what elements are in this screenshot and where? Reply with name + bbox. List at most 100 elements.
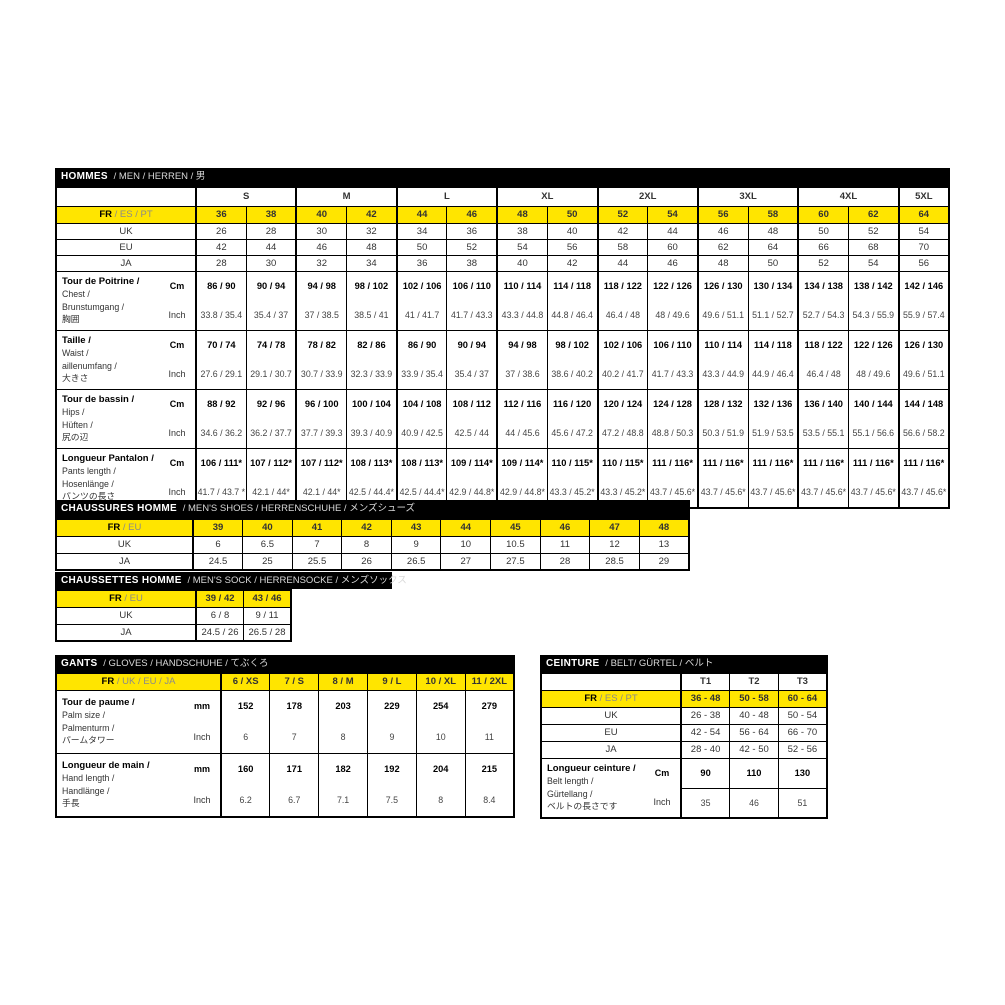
size-value: 25 bbox=[242, 552, 293, 571]
size-value: 52 bbox=[446, 238, 498, 256]
value-top: 140 / 144 bbox=[853, 398, 893, 409]
table-row: UK 26 28 30 32 34 36 38 40 42 44 46 48 50 52 54 bbox=[55, 222, 950, 240]
value-bottom: 51.1 / 52.7 bbox=[752, 309, 794, 320]
value-top: 90 / 94 bbox=[457, 339, 486, 350]
unit-bottom-label: Inch bbox=[193, 732, 211, 742]
size-value: 36 bbox=[446, 222, 498, 240]
table-row: UK 6 6.5 7 8 9 10 10.5 11 12 13 bbox=[55, 535, 690, 554]
value-bottom: 6 bbox=[243, 731, 249, 742]
label-line: Tour de bassin / bbox=[62, 393, 135, 405]
value-top: 102 / 106 bbox=[402, 280, 442, 291]
value-bottom: 43.7 / 45.6* bbox=[850, 486, 896, 497]
label-line: Palm size / bbox=[62, 710, 106, 720]
measure-value: 229 9 bbox=[366, 689, 417, 754]
shoes-table-title: CHAUSSURES HOMME bbox=[61, 503, 177, 514]
value-bottom: 9 bbox=[389, 731, 395, 742]
size-value: 62 bbox=[696, 238, 749, 256]
size-value: 64 bbox=[747, 238, 799, 256]
value-bottom: 52.7 / 54.3 bbox=[802, 309, 845, 320]
gloves-table-title-bar: GANTS / GLOVES / HANDSCHUHE / てぶくろ bbox=[55, 655, 515, 672]
measure-label-lines: Longueur Pantalon / Pants length / Hosenlä… bbox=[57, 451, 195, 505]
size-value: 50 bbox=[747, 254, 799, 272]
size-value: 60 bbox=[797, 205, 849, 224]
measure-value: 111 / 116* 43.7 / 45.6* bbox=[696, 447, 749, 508]
value-top: 178 bbox=[286, 700, 302, 711]
table-row: Longueur ceinture / Belt length / Gürtella… bbox=[540, 757, 828, 818]
size-value: 42 bbox=[194, 238, 247, 256]
size-value: 26 bbox=[194, 222, 247, 240]
size-value: 10.5 bbox=[490, 535, 541, 554]
row-label: UK bbox=[55, 222, 197, 240]
label-line: Handlänge / bbox=[62, 785, 110, 796]
table-row: FR / ES / PT 36 - 48 50 - 58 60 - 64 bbox=[540, 689, 828, 708]
size-value: 28 bbox=[194, 254, 247, 272]
size-group-header: 2XL bbox=[596, 186, 699, 207]
table-row: EU 42 44 46 48 50 52 54 56 58 60 62 64 66 68 70 bbox=[55, 238, 950, 256]
value-top: 130 bbox=[794, 767, 811, 778]
size-value: 6.5 bbox=[242, 535, 293, 554]
size-value: 32 bbox=[295, 254, 348, 272]
label-line: Taille / bbox=[62, 334, 91, 346]
value-bottom: 34.6 / 36.2 bbox=[200, 427, 243, 438]
row-label: JA bbox=[540, 740, 682, 759]
size-value: 56 bbox=[897, 254, 950, 272]
measure-value: 254 10 bbox=[415, 689, 466, 754]
measure-value: 114 / 118 44.9 / 46.4 bbox=[747, 329, 799, 390]
size-value: 68 bbox=[847, 238, 900, 256]
unit-bottom-label: Inch bbox=[168, 310, 186, 320]
label-line: Hips / bbox=[62, 407, 85, 417]
size-value: 56 bbox=[696, 205, 749, 224]
value-top: 126 / 130 bbox=[904, 339, 944, 350]
value-bottom: 48 / 49.6 bbox=[856, 368, 891, 379]
value-top: 114 / 118 bbox=[754, 339, 792, 350]
unit-labels: mm Inch bbox=[184, 691, 220, 752]
measure-value: 171 6.7 bbox=[269, 752, 320, 817]
measure-value: 90 / 94 35.4 / 37 bbox=[446, 329, 498, 390]
size-value: 13 bbox=[638, 535, 690, 554]
unit-labels: Cm Inch bbox=[159, 449, 195, 507]
measure-value: 109 / 114* 42.9 / 44.8* bbox=[496, 447, 548, 508]
size-value: 9 bbox=[390, 535, 442, 554]
table-row: S M L XL 2XL 3XL 4XL 5XL bbox=[55, 186, 950, 207]
row-label-secondary: / ES / PT bbox=[112, 209, 153, 220]
value-bottom: 42.5 / 44.4* bbox=[399, 486, 445, 497]
label-line: Tour de paume / bbox=[62, 696, 135, 708]
value-top: 98 / 102 bbox=[354, 280, 389, 291]
value-bottom: 42.5 / 44.4* bbox=[348, 486, 394, 497]
value-bottom: 35.4 / 37 bbox=[454, 368, 489, 379]
men-table-grid: S M L XL 2XL 3XL 4XL 5XL FR / ES / PT 36 38 40 42 44 4… bbox=[55, 186, 950, 509]
value-top: 109 / 114* bbox=[501, 457, 544, 468]
value-bottom: 11 bbox=[484, 731, 494, 742]
size-value: 44 bbox=[596, 254, 649, 272]
size-value: 66 bbox=[797, 238, 849, 256]
value-top: 203 bbox=[335, 700, 351, 711]
size-value: 44 bbox=[440, 518, 492, 537]
value-bottom: 44.8 / 46.4 bbox=[551, 309, 593, 320]
size-group-header: 3XL bbox=[696, 186, 799, 207]
size-value: 42 bbox=[596, 222, 649, 240]
label-line: Tour de Poitrine / bbox=[62, 275, 140, 287]
size-value: 54 bbox=[647, 205, 699, 224]
measure-value: 88 / 92 34.6 / 36.2 bbox=[194, 388, 247, 449]
size-value: 70 bbox=[897, 238, 950, 256]
socks-table-title-bar: CHAUSSETTES HOMME / MEN'S SOCK / HERRENS… bbox=[55, 572, 407, 589]
row-label: FR / ES / PT bbox=[540, 689, 682, 708]
measure-label-lines: Longueur de main / Hand length / Handlänge… bbox=[57, 758, 220, 812]
measure-value: 107 / 112* 42.1 / 44* bbox=[295, 447, 348, 508]
size-value: 42 bbox=[346, 205, 398, 224]
size-value: 50 bbox=[546, 205, 599, 224]
value-bottom: 40.9 / 42.5 bbox=[401, 427, 443, 438]
measure-value: 102 / 106 41 / 41.7 bbox=[395, 270, 448, 331]
size-value: 11 / 2XL bbox=[464, 672, 515, 691]
size-value: 50 bbox=[395, 238, 448, 256]
size-value: T2 bbox=[729, 672, 779, 691]
value-bottom: 32.3 / 33.9 bbox=[350, 368, 393, 379]
measure-value: 203 8 bbox=[318, 689, 368, 754]
shoes-table-grid: FR / EU 39 40 41 42 43 44 45 46 47 48 UK 6 6.5 7 8 9 10 10… bbox=[55, 518, 690, 571]
value-bottom: 53.5 / 55.1 bbox=[802, 427, 845, 438]
belt-table: CEINTURE / BELT/ GÜRTEL / ベルト T1 T2 T3 FR /… bbox=[540, 655, 828, 819]
size-value: 66 - 70 bbox=[777, 723, 828, 742]
row-label: FR / EU bbox=[55, 589, 197, 608]
value-bottom: 10 bbox=[435, 731, 446, 742]
size-value: 34 bbox=[346, 254, 398, 272]
